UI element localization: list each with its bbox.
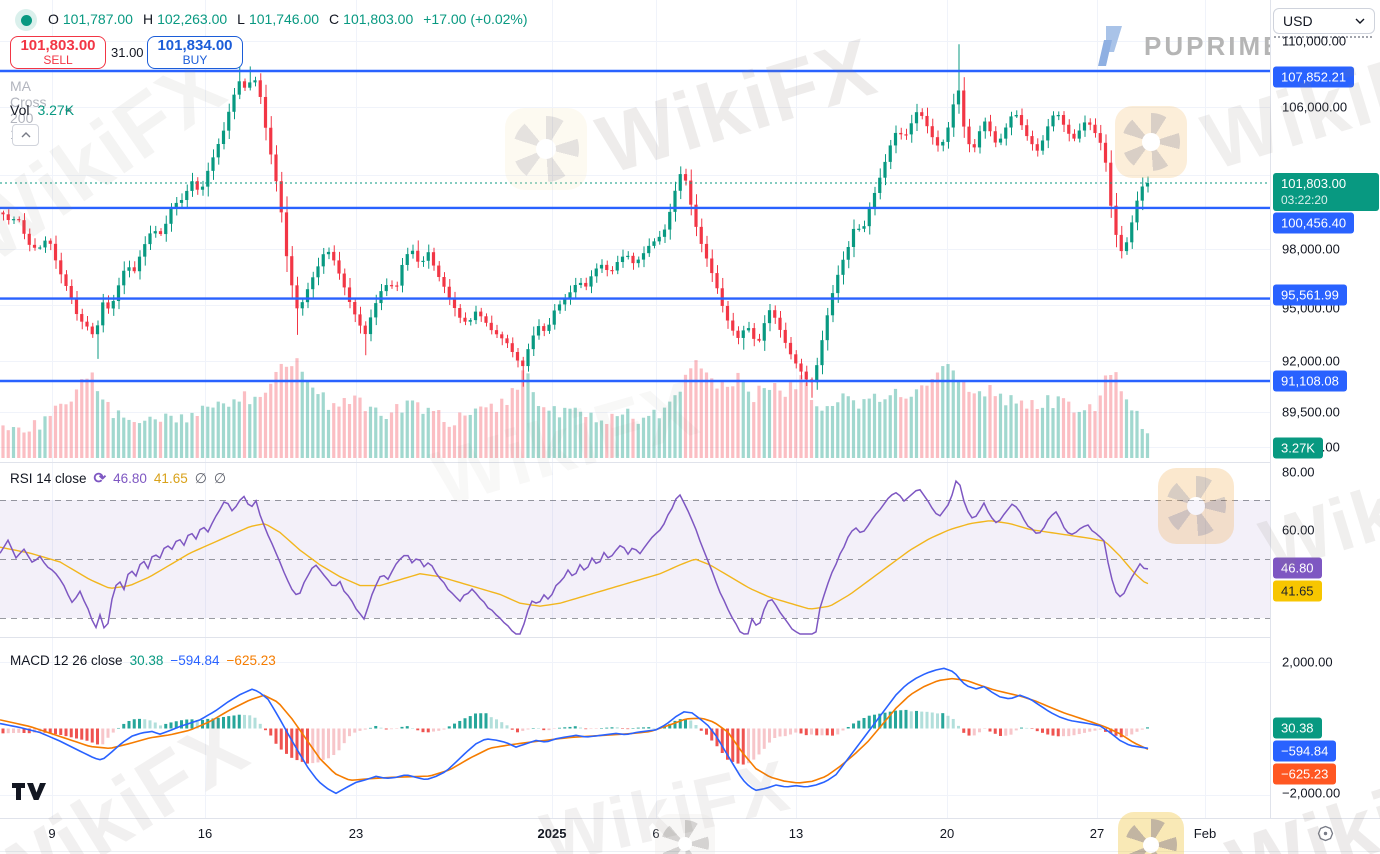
instrument-status-icon — [15, 9, 37, 31]
open-value: 101,787.00 — [62, 11, 133, 27]
price-badge: −625.23 — [1273, 763, 1337, 785]
price-axis-label: 80.00 — [1282, 464, 1315, 480]
buy-price: 101,834.00 — [157, 37, 233, 54]
eye-off-icon[interactable] — [64, 102, 72, 118]
time-axis-label: 9 — [48, 826, 56, 841]
buy-button[interactable]: 101,834.00 BUY — [147, 36, 243, 69]
time-axis-label: 6 — [652, 826, 660, 841]
time-axis-label: 16 — [197, 826, 213, 841]
macd-title: MACD 12 26 close — [10, 653, 123, 668]
time-axis-label: 20 — [939, 826, 955, 841]
time-axis-label: 27 — [1089, 826, 1105, 841]
sell-label: SELL — [43, 53, 73, 67]
sell-price: 101,803.00 — [20, 37, 96, 54]
price-axis-label: 110,000.00 — [1282, 33, 1347, 49]
chevron-down-icon — [1355, 18, 1365, 24]
volume-label: Vol — [10, 102, 30, 118]
eye-off-icon[interactable]: ∅ — [213, 469, 227, 486]
macd-signal-value: −625.23 — [226, 653, 276, 668]
low-value: 101,746.00 — [248, 11, 320, 27]
eye-off-icon[interactable]: ∅ — [194, 469, 207, 486]
high-value: 102,263.00 — [157, 11, 228, 27]
price-axis-label: 89,500.00 — [1282, 404, 1340, 420]
rsi-refresh-icon[interactable]: ⟳ — [93, 470, 107, 487]
broker-name: PUPRIME — [1144, 30, 1284, 61]
volume-indicator-row[interactable]: Vol 3.27K — [10, 102, 74, 118]
price-axis-label: 60.00 — [1282, 522, 1315, 538]
collapse-panel-button[interactable] — [12, 124, 39, 146]
tradingview-logo[interactable] — [12, 783, 48, 801]
macd-indicator-row[interactable]: MACD 12 26 close 30.38 −594.84 −625.23 — [10, 653, 276, 668]
high-label: H — [142, 11, 154, 27]
price-badge: 3.27K — [1273, 437, 1323, 459]
change-value: +17.00 (+0.02%) — [423, 11, 528, 27]
price-badge: 41.65 — [1273, 580, 1322, 602]
axis-dotted-mark — [1274, 36, 1372, 38]
price-axis-label: −2,000.00 — [1282, 785, 1341, 801]
price-badge: −594.84 — [1273, 740, 1337, 762]
price-axis-label: 92,000.00 — [1282, 353, 1340, 369]
volume-value: 3.27K — [37, 102, 75, 118]
sell-button[interactable]: 101,803.00 SELL — [10, 36, 106, 69]
chevron-up-icon — [21, 132, 30, 138]
price-axis-label: 2,000.00 — [1282, 654, 1333, 670]
close-label: C — [329, 11, 340, 27]
buy-label: BUY — [182, 53, 208, 67]
price-badge: 91,108.08 — [1273, 370, 1347, 392]
price-badge: 101,803.00 03:22:20 — [1273, 173, 1379, 211]
ohlc-row: O 101,787.00 H 102,263.00 L 101,746.00 C 101… — [48, 11, 528, 27]
low-label: L — [237, 11, 245, 27]
macd-line-value: −594.84 — [170, 653, 220, 668]
price-badge: 95,561.99 — [1273, 284, 1347, 306]
time-axis[interactable]: 9 16 23 2025 6 13 20 27 Feb — [0, 818, 1380, 854]
spread-value: 31.00 — [111, 45, 144, 60]
currency-value: USD — [1283, 13, 1313, 29]
close-value: 101,803.00 — [343, 11, 414, 27]
macd-hist-value: 30.38 — [129, 653, 164, 668]
time-axis-label: 13 — [788, 826, 804, 841]
time-axis-label: 23 — [348, 826, 364, 841]
time-axis-label: 2025 — [537, 826, 567, 841]
puprime-icon — [1098, 26, 1122, 66]
time-axis-label: Feb — [1193, 826, 1217, 841]
broker-logo: PUPRIME — [1092, 22, 1283, 70]
price-badge: 46.80 — [1273, 557, 1322, 579]
currency-select[interactable]: USD — [1273, 8, 1375, 34]
rsi-indicator-row[interactable]: RSI 14 close ⟳ 46.80 41.65 ∅ ∅ — [10, 469, 227, 488]
rsi-title: RSI 14 close — [10, 470, 87, 486]
price-badge: 100,456.40 — [1273, 212, 1355, 234]
price-badge: 30.38 — [1273, 717, 1322, 739]
price-axis-label: 106,000.00 — [1282, 99, 1348, 115]
price-axis-label: 98,000.00 — [1282, 241, 1340, 257]
open-label: O — [48, 11, 59, 27]
price-axis[interactable]: USD 110,000.00 106,000.00 98,000.00 95,000.… — [1270, 0, 1380, 854]
rsi-ma-value: 41.65 — [153, 470, 188, 486]
rsi-value: 46.80 — [113, 470, 147, 486]
scale-settings-icon[interactable] — [1317, 825, 1334, 842]
price-badge: 107,852.21 — [1273, 66, 1355, 88]
price-chart-canvas[interactable] — [0, 0, 1270, 818]
